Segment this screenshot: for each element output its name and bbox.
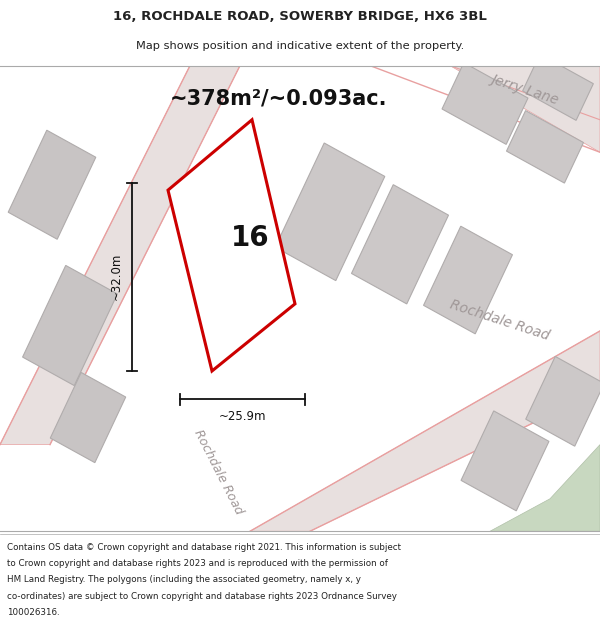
- Polygon shape: [370, 66, 600, 152]
- Text: 100026316.: 100026316.: [7, 608, 60, 617]
- Polygon shape: [50, 372, 126, 462]
- Polygon shape: [0, 66, 240, 444]
- Text: Rochdale Road: Rochdale Road: [191, 427, 245, 516]
- Text: Contains OS data © Crown copyright and database right 2021. This information is : Contains OS data © Crown copyright and d…: [7, 542, 401, 551]
- Polygon shape: [275, 143, 385, 281]
- Text: Map shows position and indicative extent of the property.: Map shows position and indicative extent…: [136, 41, 464, 51]
- Polygon shape: [250, 331, 600, 531]
- Polygon shape: [526, 356, 600, 446]
- Polygon shape: [352, 184, 449, 304]
- Text: ~25.9m: ~25.9m: [219, 410, 266, 423]
- Text: ~32.0m: ~32.0m: [110, 253, 122, 301]
- Polygon shape: [490, 444, 600, 531]
- Polygon shape: [424, 226, 512, 334]
- Polygon shape: [506, 111, 583, 183]
- Text: ~378m²/~0.093ac.: ~378m²/~0.093ac.: [170, 88, 388, 108]
- Text: co-ordinates) are subject to Crown copyright and database rights 2023 Ordnance S: co-ordinates) are subject to Crown copyr…: [7, 592, 397, 601]
- Polygon shape: [442, 62, 528, 144]
- Text: 16: 16: [230, 224, 269, 251]
- Polygon shape: [168, 120, 295, 371]
- Text: Jerry Lane: Jerry Lane: [490, 72, 560, 107]
- Text: Rochdale Road: Rochdale Road: [448, 298, 551, 343]
- Polygon shape: [461, 411, 549, 511]
- Text: 16, ROCHDALE ROAD, SOWERBY BRIDGE, HX6 3BL: 16, ROCHDALE ROAD, SOWERBY BRIDGE, HX6 3…: [113, 10, 487, 23]
- Polygon shape: [8, 130, 96, 239]
- Polygon shape: [523, 54, 593, 121]
- Text: HM Land Registry. The polygons (including the associated geometry, namely x, y: HM Land Registry. The polygons (includin…: [7, 575, 361, 584]
- Polygon shape: [23, 266, 118, 386]
- Text: to Crown copyright and database rights 2023 and is reproduced with the permissio: to Crown copyright and database rights 2…: [7, 559, 388, 568]
